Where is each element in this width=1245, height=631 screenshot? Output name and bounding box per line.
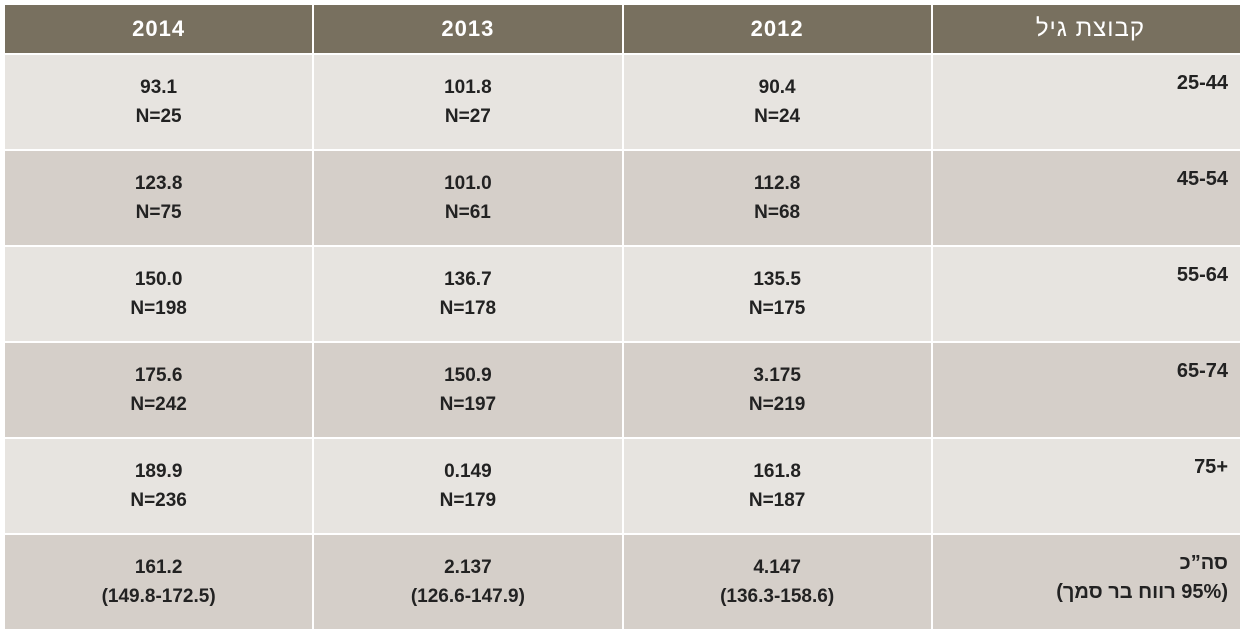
row-label: 25-44 [932,55,1240,149]
value-line: N=236 [130,490,187,511]
value-line: N=219 [748,394,806,415]
value-cell: 2.137 (126.6-147.9) [314,535,622,629]
value-cell: 150.9 N=197 [314,343,622,437]
value-line: 3.175 [753,365,801,386]
value-cell: 189.9 N=236 [5,439,313,533]
value-cell: 101.8 N=27 [314,55,622,149]
value-cell: 90.4 N=24 [623,55,931,149]
value-cell: 161.8 N=187 [623,439,931,533]
value-line: 150.9 [444,365,492,386]
header-row: קבוצת גיל 2012 2013 2014 [5,5,1240,53]
value-line: 136.7 [444,269,492,290]
value-cell: 175.6 N=242 [5,343,313,437]
table-row: 65-74 3.175 N=219 150.9 N=197 175.6 N=242 [5,343,1240,437]
value-cell: 0.149 N=179 [314,439,622,533]
label-line: 55-64 [1176,264,1228,286]
value-line: 0.149 [444,461,492,482]
value-cell: 101.0 N=61 [314,151,622,245]
value-cell: 112.8 N=68 [623,151,931,245]
value-cell: 136.7 N=178 [314,247,622,341]
value-line: 90.4 [758,77,796,98]
value-line: N=68 [754,202,801,223]
value-line: N=242 [130,394,187,415]
value-line: N=198 [130,298,187,319]
value-line: 189.9 [134,461,183,482]
value-cell: 3.175 N=219 [623,343,931,437]
value-line: 93.1 [140,77,178,98]
header-cell: 2014 [5,5,313,53]
data-table: קבוצת גיל 2012 2013 2014 25-44 90.4 N=24 101.8… [3,3,1242,631]
value-line: N=25 [135,106,182,127]
value-line: N=197 [439,394,497,415]
value-line: N=179 [439,490,497,511]
value-line: 175.6 [134,365,183,386]
value-line: (136.3-158.6) [720,586,835,607]
value-line: N=61 [444,202,491,223]
value-cell: 161.2 (149.8-172.5) [5,535,313,629]
row-label: +75 [932,439,1240,533]
value-line: N=175 [748,298,806,319]
value-line: N=178 [439,298,497,319]
value-cell: 123.8 N=75 [5,151,313,245]
value-cell: 4.147 (136.3-158.6) [623,535,931,629]
value-cell: 135.5 N=175 [623,247,931,341]
header-cell: קבוצת גיל [932,5,1240,53]
page: קבוצת גיל 2012 2013 2014 25-44 90.4 N=24 101.8… [5,5,1240,629]
row-label: סה”כ (95% רווח בר סמך) [932,535,1240,629]
value-line: 123.8 [134,173,183,194]
value-line: N=24 [754,106,801,127]
value-line: N=187 [748,490,806,511]
table-row: 55-64 135.5 N=175 136.7 N=178 150.0 N=198 [5,247,1240,341]
row-label: 45-54 [932,151,1240,245]
value-line: 101.8 [444,77,492,98]
value-line: 161.8 [753,461,801,482]
value-line: N=75 [135,202,182,223]
value-line: 135.5 [753,269,801,290]
table-row: +75 161.8 N=187 0.149 N=179 189.9 N=236 [5,439,1240,533]
table-row: 25-44 90.4 N=24 101.8 N=27 93.1 N=25 [5,55,1240,149]
row-label: 65-74 [932,343,1240,437]
label-line: 25-44 [1176,72,1228,94]
table-row: 45-54 112.8 N=68 101.0 N=61 123.8 N=75 [5,151,1240,245]
label-line: סה”כ [1179,552,1228,574]
value-line: 101.0 [444,173,492,194]
table-body: 25-44 90.4 N=24 101.8 N=27 93.1 N=25 45-54 112.8… [5,55,1240,629]
label-line: 65-74 [1176,360,1228,382]
row-label: 55-64 [932,247,1240,341]
value-line: 150.0 [134,269,183,290]
value-line: (149.8-172.5) [101,586,216,607]
header-cell: 2013 [314,5,622,53]
label-line: +75 [1194,456,1228,478]
value-cell: 150.0 N=198 [5,247,313,341]
value-line: N=27 [444,106,491,127]
value-line: (126.6-147.9) [410,586,525,607]
value-cell: 93.1 N=25 [5,55,313,149]
value-line: 2.137 [444,557,492,578]
label-line: (95% רווח בר סמך) [1056,581,1228,603]
value-line: 4.147 [753,557,801,578]
value-line: 161.2 [134,557,183,578]
label-line: 45-54 [1176,168,1228,190]
header-cell: 2012 [623,5,931,53]
table-row: סה”כ (95% רווח בר סמך) 4.147 (136.3-158.6) 2… [5,535,1240,629]
value-line: 112.8 [753,173,801,194]
